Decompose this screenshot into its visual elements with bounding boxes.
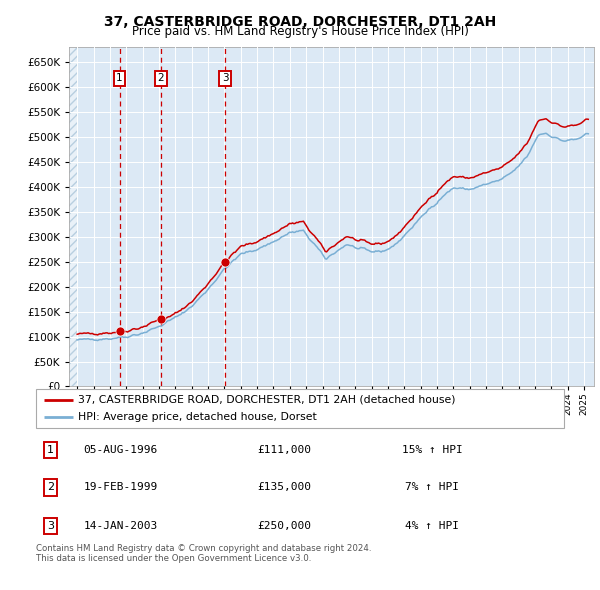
Text: 2: 2 bbox=[47, 483, 55, 493]
Text: £250,000: £250,000 bbox=[257, 520, 311, 530]
Text: 05-AUG-1996: 05-AUG-1996 bbox=[83, 445, 158, 455]
Text: £135,000: £135,000 bbox=[257, 483, 311, 493]
Text: 15% ↑ HPI: 15% ↑ HPI bbox=[401, 445, 463, 455]
Text: 19-FEB-1999: 19-FEB-1999 bbox=[83, 483, 158, 493]
Text: 14-JAN-2003: 14-JAN-2003 bbox=[83, 520, 158, 530]
Text: 1: 1 bbox=[47, 445, 54, 455]
Text: 37, CASTERBRIDGE ROAD, DORCHESTER, DT1 2AH (detached house): 37, CASTERBRIDGE ROAD, DORCHESTER, DT1 2… bbox=[78, 395, 456, 405]
Text: HPI: Average price, detached house, Dorset: HPI: Average price, detached house, Dors… bbox=[78, 412, 317, 422]
Text: Contains HM Land Registry data © Crown copyright and database right 2024.
This d: Contains HM Land Registry data © Crown c… bbox=[36, 544, 371, 563]
Text: 37, CASTERBRIDGE ROAD, DORCHESTER, DT1 2AH: 37, CASTERBRIDGE ROAD, DORCHESTER, DT1 2… bbox=[104, 15, 496, 29]
Text: 1: 1 bbox=[116, 73, 123, 83]
Text: 3: 3 bbox=[47, 520, 54, 530]
Text: 4% ↑ HPI: 4% ↑ HPI bbox=[405, 520, 459, 530]
Text: Price paid vs. HM Land Registry's House Price Index (HPI): Price paid vs. HM Land Registry's House … bbox=[131, 25, 469, 38]
Text: £111,000: £111,000 bbox=[257, 445, 311, 455]
Text: 2: 2 bbox=[158, 73, 164, 83]
Text: 7% ↑ HPI: 7% ↑ HPI bbox=[405, 483, 459, 493]
Text: 3: 3 bbox=[222, 73, 229, 83]
